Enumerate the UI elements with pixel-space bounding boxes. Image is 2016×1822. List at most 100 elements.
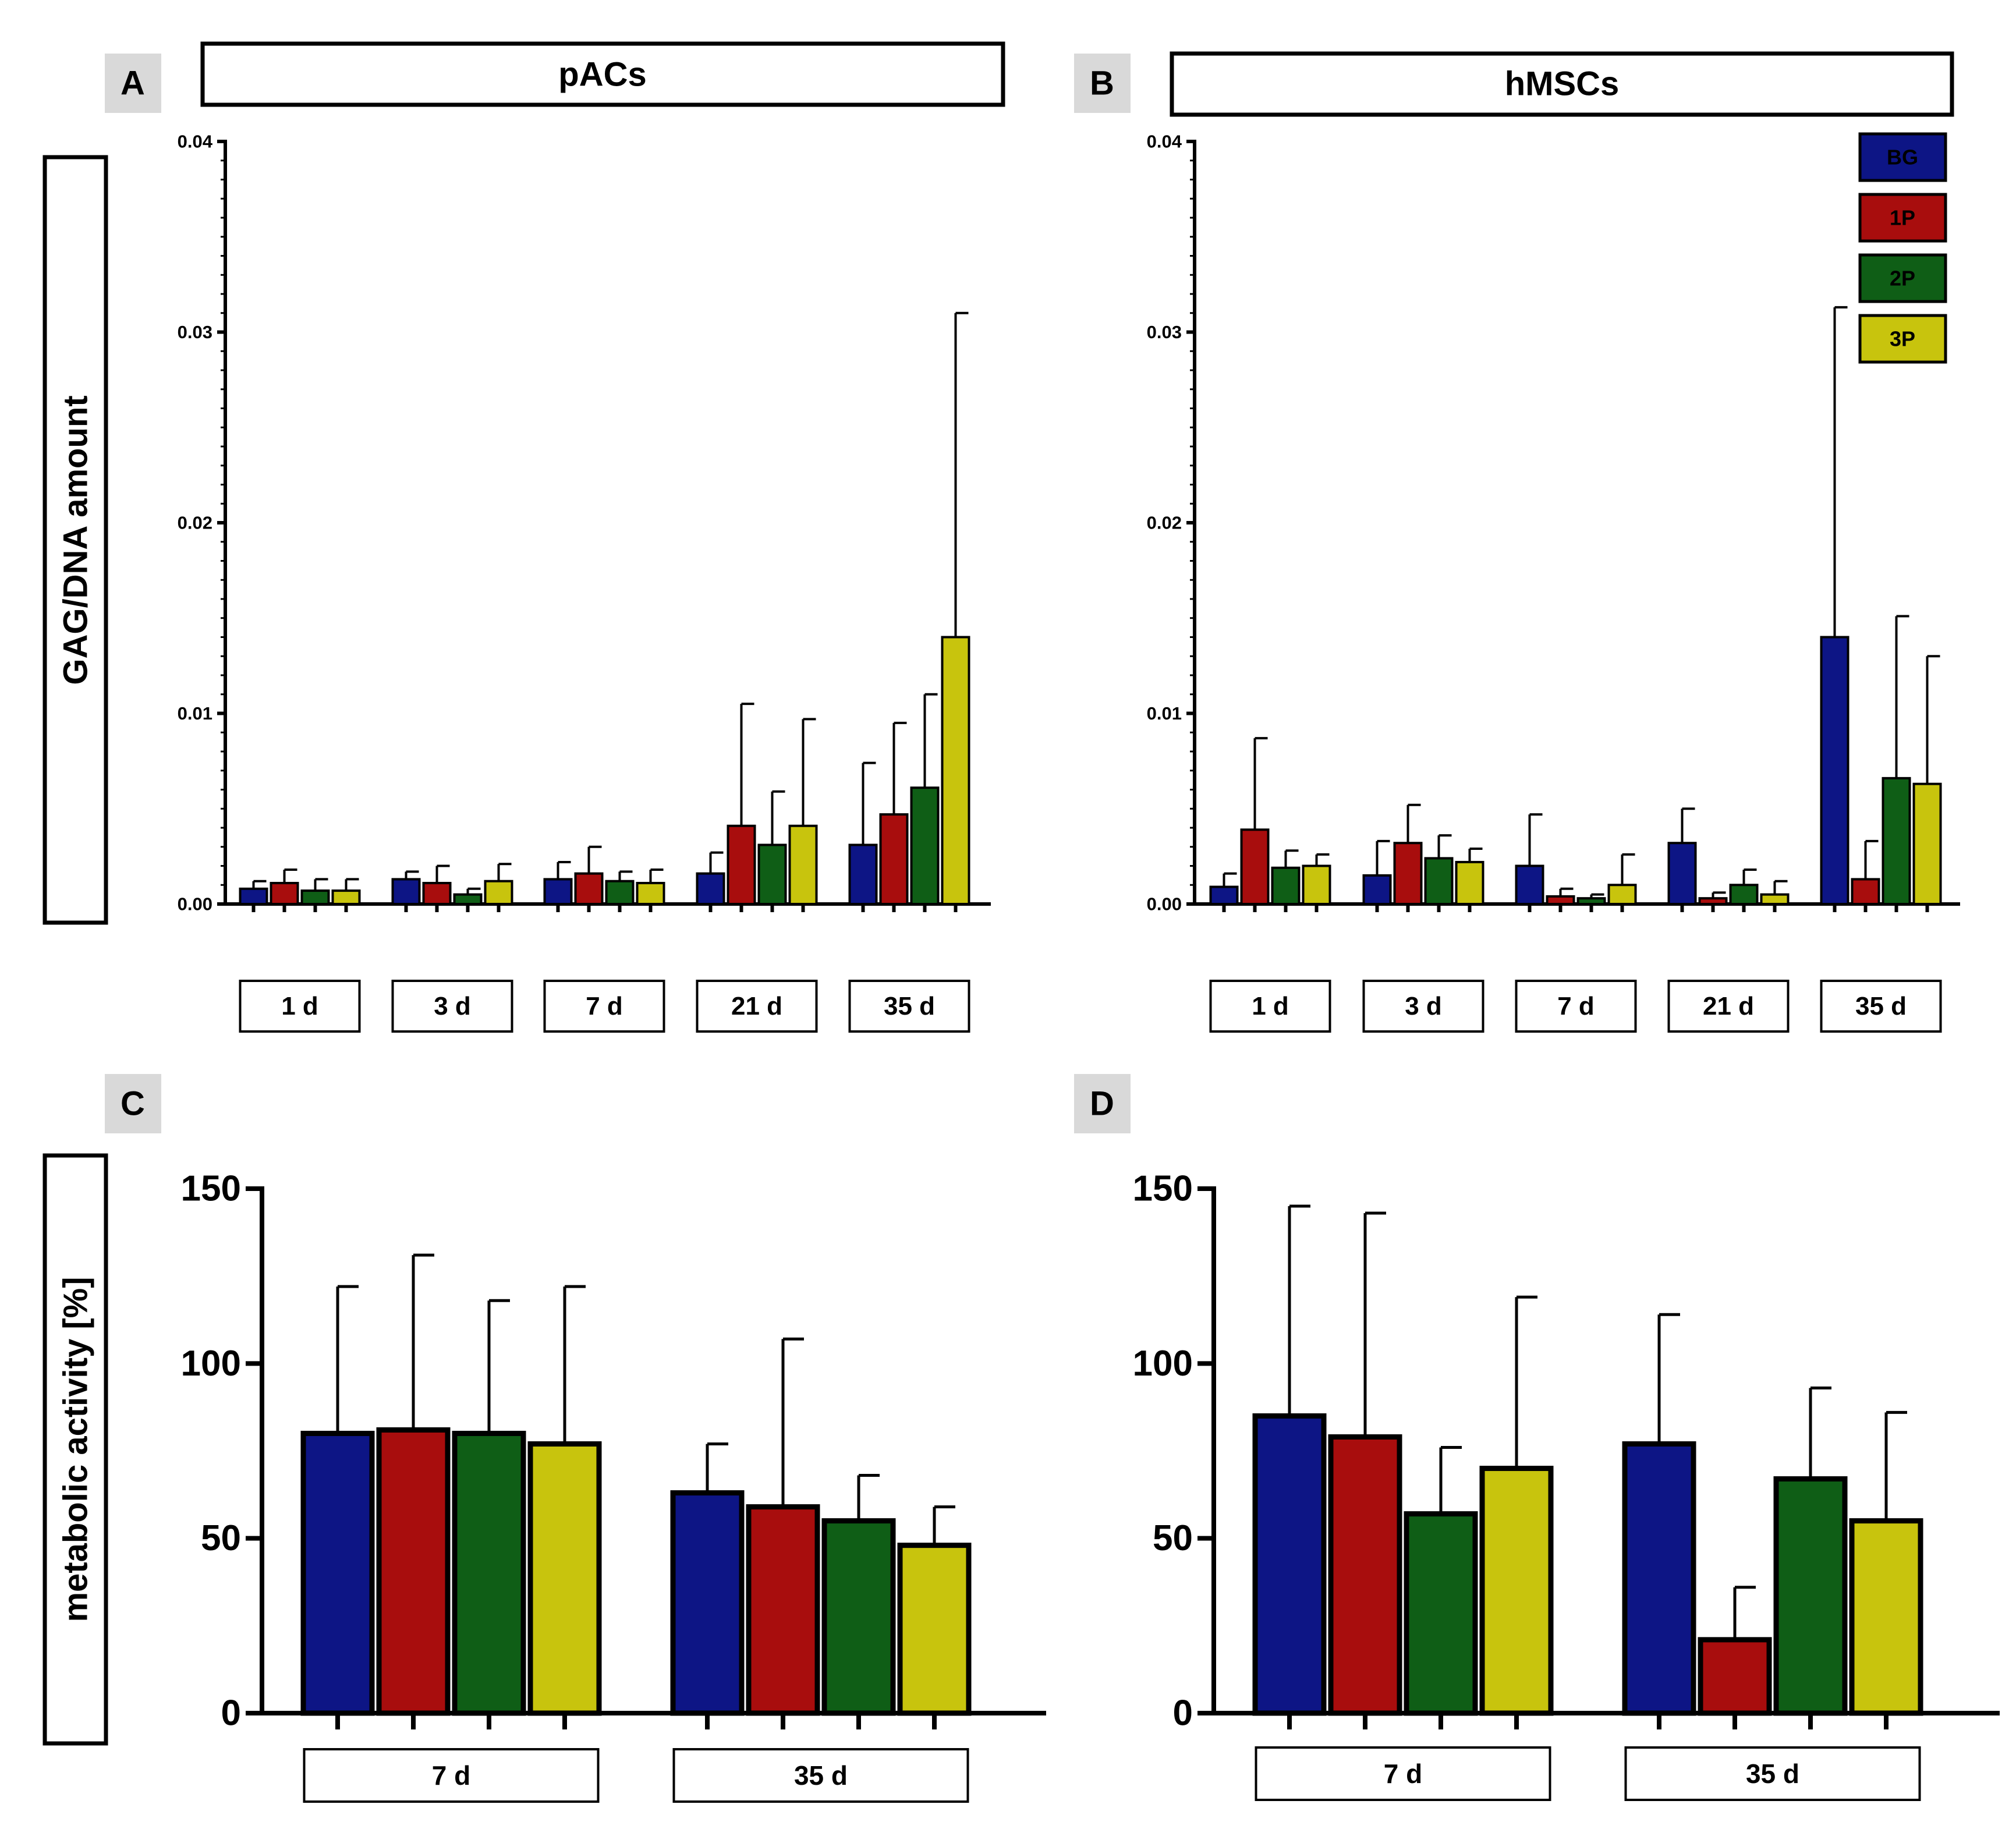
legend-swatch-1p: [1858, 193, 1947, 243]
panel-b-bar-3p: [1912, 782, 1942, 906]
panel-d-bar-1p: [1328, 1434, 1402, 1716]
panel-c-bar-3p: [527, 1441, 602, 1716]
panel-a-category-box: [391, 980, 513, 1033]
panel-a-bar-1p: [422, 881, 452, 905]
legend-swatch-2p: [1858, 253, 1947, 303]
panel-b-bar-1p: [1240, 828, 1270, 906]
panel-a-category-label: 35 d: [884, 992, 935, 1020]
panel-d-bar-2p: [1404, 1511, 1478, 1716]
panel-c-category-label: 35 d: [794, 1760, 848, 1791]
panel-b-y-tick-label: 0.01: [1147, 703, 1182, 724]
panel-d-y-tick-label: 150: [1133, 1169, 1193, 1209]
panel-a-category-box: [696, 980, 818, 1033]
panel-b-bar-1p: [1393, 842, 1423, 905]
panel-d-chart: 0 50 100 150 7 d 35 d: [1133, 1169, 2000, 1801]
panel-b-category-label: 21 d: [1703, 992, 1754, 1020]
panel-b-bar-1p: [1546, 895, 1575, 906]
panel-b-bar-bg: [1515, 864, 1544, 905]
panel-b-y-tick-label: 0.03: [1147, 322, 1182, 342]
panel-d-category-label: 35 d: [1746, 1759, 1799, 1789]
panel-a-bar-bg: [391, 878, 421, 906]
panel-b-category-label: 35 d: [1855, 992, 1907, 1020]
panel-c-y-tick-label: 0: [221, 1693, 241, 1734]
panel-a-bar-1p: [270, 881, 299, 905]
panel-b-category-box: [1515, 980, 1637, 1033]
panel-b-category-box: [1667, 980, 1790, 1033]
panel-a-bar-1p: [727, 824, 756, 905]
panel-a-category-box: [239, 980, 361, 1033]
panel-a-y-tick-label: 0.01: [178, 703, 212, 724]
panel-b-bar-3p: [1302, 864, 1331, 905]
panel-b-bar-bg: [1209, 885, 1239, 906]
panel-letter-c-badge: [105, 1074, 161, 1133]
panel-a-y-tick-label: 0.04: [178, 132, 213, 152]
panel-a-bar-3p: [636, 881, 665, 905]
panel-a-category-label: 7 d: [586, 992, 623, 1020]
panel-b-bar-bg: [1667, 842, 1697, 905]
panel-c-y-tick-label: 50: [201, 1518, 241, 1558]
legend-swatch-3p: [1858, 314, 1947, 364]
panel-a-y-tick-label: 0.00: [178, 894, 212, 914]
panel-d-y-tick-label: 50: [1153, 1518, 1193, 1558]
panel-b-bar-2p: [1271, 866, 1301, 906]
panel-d-bar-bg: [1252, 1413, 1327, 1716]
panel-b-bar-2p: [1882, 777, 1911, 905]
panel-a-category-label: 3 d: [434, 992, 471, 1020]
panel-c-y-tick-label: 150: [181, 1169, 241, 1209]
panel-a-bar-1p: [574, 872, 604, 905]
panel-d-bar-3p: [1849, 1518, 1923, 1716]
panel-d-y-tick-label: 100: [1133, 1344, 1193, 1384]
panel-a-category-label: 1 d: [281, 992, 318, 1020]
panel-b-bar-1p: [1851, 878, 1880, 906]
panel-c-category-label: 7 d: [432, 1760, 470, 1791]
legend-label-2p: 2P: [1890, 267, 1915, 290]
panel-a-title-box: [200, 41, 1005, 107]
panel-d-category-box: [1255, 1746, 1551, 1801]
panel-a-bar-2p: [910, 786, 940, 905]
panel-a-category-box: [543, 980, 665, 1033]
panel-c-bar-bg: [300, 1430, 375, 1716]
panel-c-category-box: [303, 1748, 600, 1803]
panel-c-chart: 0 50 100 150 7 d 35 d: [181, 1169, 1046, 1803]
panel-a-title: pACs: [558, 56, 646, 94]
panel-a-bar-3p: [484, 880, 513, 905]
legend-swatch-bg: [1858, 132, 1947, 182]
panel-a-bar-3p: [331, 889, 361, 905]
panel-b-bar-bg: [1362, 874, 1392, 905]
panel-b-category-box: [1362, 980, 1484, 1033]
panel-b-category-label: 3 d: [1405, 992, 1442, 1020]
legend: BG 1P 2P 3P: [1858, 132, 1947, 364]
panel-b-bar-3p: [1455, 860, 1484, 905]
panel-letter-d: D: [1090, 1085, 1114, 1123]
panel-letter-a: A: [121, 65, 145, 102]
panel-a-y-tick-label: 0.03: [178, 322, 212, 342]
legend-label-bg: BG: [1887, 146, 1918, 169]
panel-d-bar-bg: [1622, 1441, 1696, 1716]
panel-b-category-label: 1 d: [1252, 992, 1289, 1020]
panel-d-bar-1p: [1698, 1637, 1772, 1716]
panel-a-bar-2p: [453, 893, 483, 905]
panel-b-y-tick-label: 0.04: [1147, 132, 1182, 152]
panel-c-bar-bg: [670, 1490, 745, 1716]
panel-b-title-box: [1170, 51, 1954, 117]
panel-d-category-box: [1624, 1746, 1921, 1801]
panel-a-bar-bg: [239, 887, 268, 906]
ylabel-top-box: [42, 155, 108, 925]
panel-c-bar-1p: [376, 1427, 451, 1716]
panel-b-bar-3p: [1760, 893, 1790, 905]
panel-b-category-box: [1209, 980, 1331, 1033]
panel-c-bar-2p: [821, 1518, 896, 1716]
panel-d-bar-3p: [1479, 1466, 1554, 1716]
panel-b-bar-1p: [1698, 897, 1728, 906]
panel-a-bar-2p: [300, 889, 330, 905]
panel-b-bar-3p: [1607, 884, 1637, 905]
panel-a-chart: 0.00 0.01 0.02 0.03 0.04 1 d 3 d 7 d 21 d 35 d: [178, 132, 991, 1033]
panel-c-category-box: [672, 1748, 969, 1803]
panel-a-y-tick-label: 0.02: [178, 513, 212, 533]
panel-d-bar-2p: [1773, 1476, 1848, 1716]
panel-a-bar-bg: [543, 878, 573, 906]
panel-c-bar-3p: [897, 1543, 972, 1716]
panel-letter-b: B: [1090, 65, 1114, 102]
panel-b-bar-2p: [1576, 897, 1606, 906]
